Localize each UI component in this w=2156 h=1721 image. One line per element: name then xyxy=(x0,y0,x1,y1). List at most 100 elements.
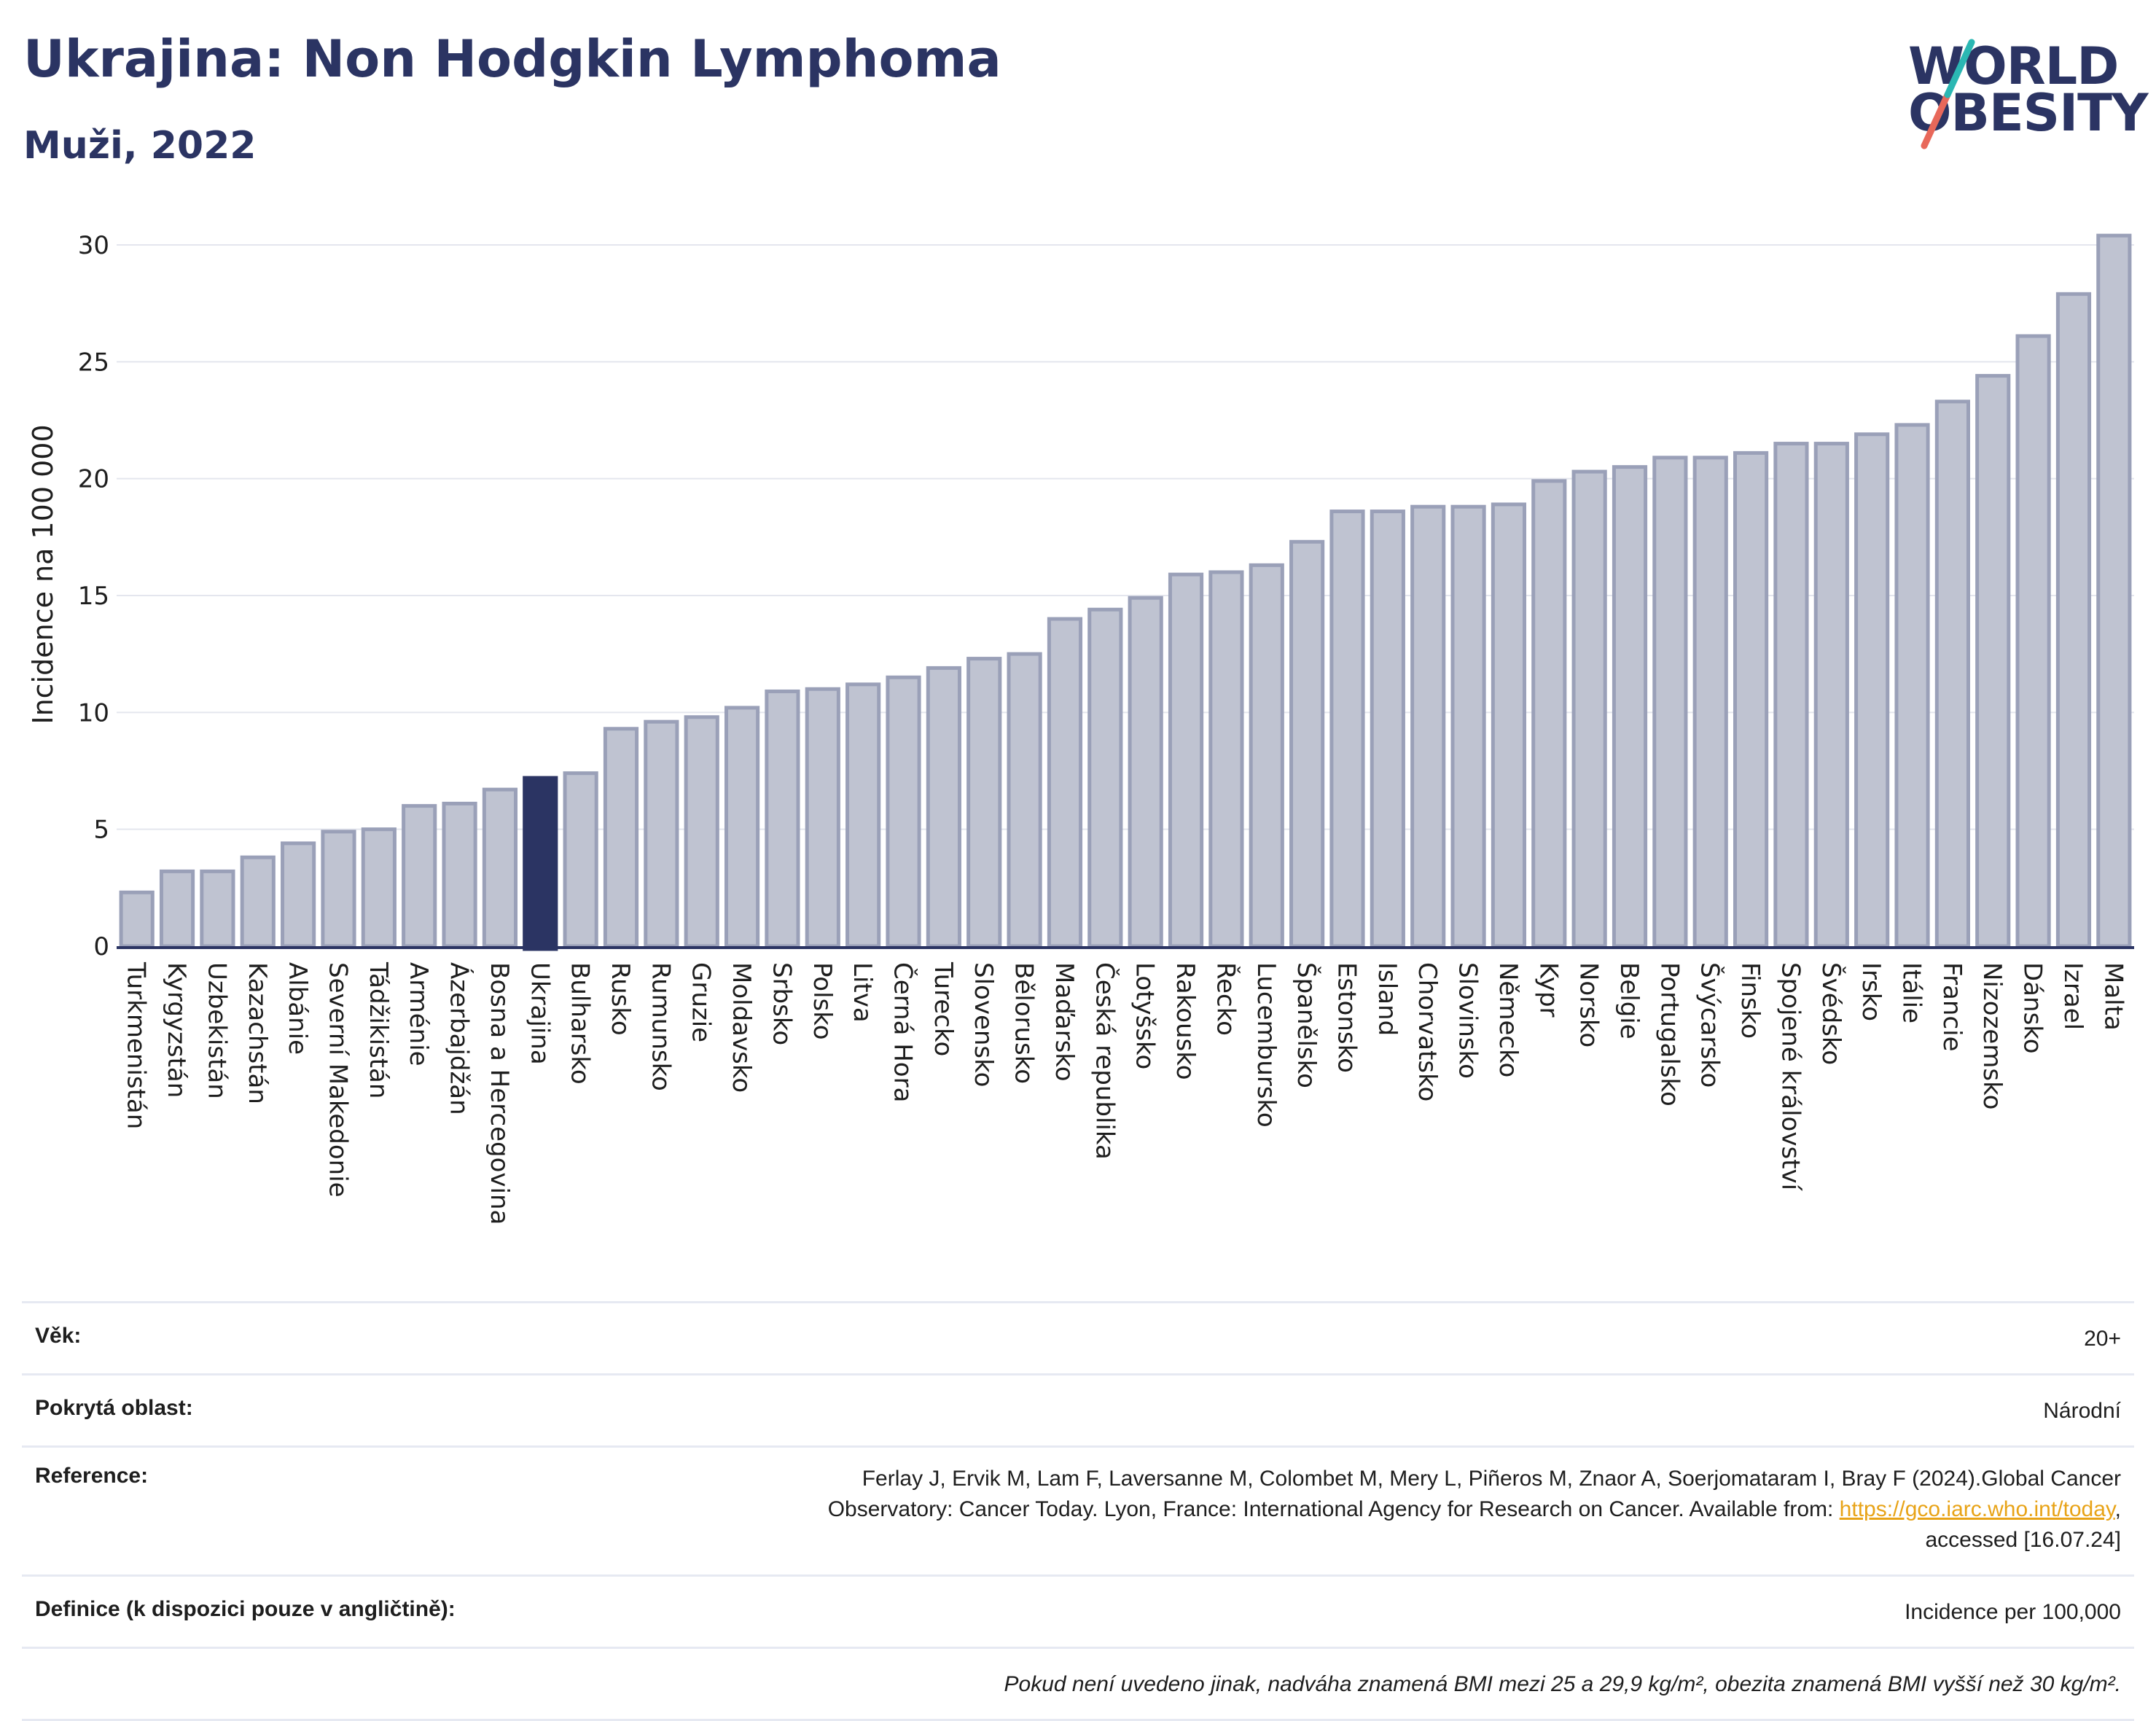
bars xyxy=(119,233,2132,951)
bar[interactable] xyxy=(1329,510,1365,948)
bar[interactable] xyxy=(966,657,1002,948)
reference-text-1: Ferlay J, Ervik M, Lam F, Laversanne M, … xyxy=(862,1467,2121,1491)
x-tick-label: Albánie xyxy=(283,962,312,1055)
bar[interactable] xyxy=(200,869,235,948)
bar[interactable] xyxy=(1087,607,1123,948)
bar[interactable] xyxy=(563,771,598,948)
bar[interactable] xyxy=(1531,479,1567,948)
bar[interactable] xyxy=(1168,572,1204,948)
definition-value: Incidence per 100,000 xyxy=(1905,1600,2121,1624)
bar[interactable] xyxy=(1652,456,1688,948)
bar[interactable] xyxy=(1047,617,1083,948)
x-tick-label: Nizozemsko xyxy=(1977,962,2007,1109)
bar[interactable] xyxy=(1491,502,1527,948)
bar[interactable] xyxy=(1934,399,1970,948)
x-tick-label: Bosna a Hercegovina xyxy=(485,962,514,1225)
bar[interactable] xyxy=(724,706,760,948)
bar[interactable] xyxy=(1208,570,1244,948)
x-tick-label: Uzbekistán xyxy=(202,962,231,1099)
bar[interactable] xyxy=(159,869,195,948)
area-row: Pokrytá oblast: Národní xyxy=(22,1373,2134,1445)
x-tick-label: Lucembursko xyxy=(1251,962,1281,1128)
bar[interactable] xyxy=(1773,442,1809,948)
x-tick-label: Francie xyxy=(1937,962,1966,1052)
note-row: Pokud není uvedeno jinak, nadváha znamen… xyxy=(22,1647,2134,1721)
x-tick-label: Švédsko xyxy=(1816,962,1846,1065)
bar[interactable] xyxy=(482,787,518,948)
bar[interactable] xyxy=(2055,292,2092,948)
bar[interactable] xyxy=(402,804,437,948)
logo-text-line1: WORLD xyxy=(1908,36,2119,96)
logo-slash-icon xyxy=(1921,39,1975,149)
bar[interactable] xyxy=(1975,374,2011,948)
bar[interactable] xyxy=(1733,450,1769,948)
x-tick-label: Irsko xyxy=(1856,962,1886,1021)
bar[interactable] xyxy=(2096,233,2132,948)
bar[interactable] xyxy=(1007,652,1042,948)
bar[interactable] xyxy=(1813,442,1849,948)
x-tick-label: Gruzie xyxy=(687,962,716,1042)
reference-label: Reference: xyxy=(35,1464,149,1488)
x-tick-label: Maďarsko xyxy=(1050,962,1079,1082)
x-tick-label: Kazachstán xyxy=(243,962,272,1104)
x-tick-label: Norsko xyxy=(1574,962,1604,1047)
x-tick-label: Malta xyxy=(2098,962,2128,1031)
x-tick-label: Arménie xyxy=(404,962,433,1066)
bar-chart: 0 5 10 15 20 25 30 Turkmenistán Kyrgyzstán Uzbek… xyxy=(27,231,2134,1225)
x-tick-label: Island xyxy=(1372,962,1402,1036)
bar[interactable] xyxy=(926,666,961,948)
bar[interactable] xyxy=(1249,563,1284,948)
bar[interactable] xyxy=(603,727,639,948)
y-tick-label: 0 xyxy=(93,932,109,961)
bar[interactable] xyxy=(805,687,840,948)
bar[interactable] xyxy=(684,715,719,948)
x-tick-label: Chorvatsko xyxy=(1413,962,1442,1101)
bar[interactable] xyxy=(845,682,881,948)
x-tick-label: Tádžikistán xyxy=(364,961,393,1098)
bar[interactable] xyxy=(240,855,276,948)
chart-subtitle: Muži, 2022 xyxy=(23,124,257,168)
bar[interactable] xyxy=(765,689,800,948)
y-tick-label: 5 xyxy=(93,816,109,845)
y-tick-label: 25 xyxy=(78,348,109,377)
bar[interactable] xyxy=(523,776,558,951)
reference-value: Ferlay J, Ervik M, Lam F, Laversanne M, … xyxy=(828,1464,2121,1556)
reference-link[interactable]: https://gco.iarc.who.int/today xyxy=(1839,1497,2115,1521)
x-tick-label: Rusko xyxy=(606,962,635,1036)
x-tick-label: Itálie xyxy=(1897,962,1926,1023)
x-tick-label: Švýcarsko xyxy=(1695,962,1725,1088)
y-tick-label: 10 xyxy=(78,698,109,727)
bar[interactable] xyxy=(321,830,356,948)
bar[interactable] xyxy=(361,827,397,948)
bar[interactable] xyxy=(886,675,921,948)
y-axis-ticks: 0 5 10 15 20 25 30 xyxy=(78,231,109,961)
bar[interactable] xyxy=(1571,469,1607,948)
x-tick-label: Dánsko xyxy=(2018,962,2047,1054)
x-tick-label: Rumunsko xyxy=(646,962,675,1091)
bar[interactable] xyxy=(1612,465,1648,948)
bar[interactable] xyxy=(1854,432,1890,948)
x-tick-label: Izrael xyxy=(2058,962,2087,1030)
x-tick-label: Rakousko xyxy=(1171,962,1200,1080)
bar[interactable] xyxy=(442,801,477,948)
bar[interactable] xyxy=(1692,456,1728,948)
x-tick-label: Kyrgyzstán xyxy=(162,962,191,1098)
bar[interactable] xyxy=(1370,510,1405,948)
bar[interactable] xyxy=(1289,539,1325,948)
bar[interactable] xyxy=(119,890,155,948)
bar[interactable] xyxy=(1894,423,1930,948)
bar[interactable] xyxy=(1450,504,1486,948)
x-axis-labels: Turkmenistán Kyrgyzstán Uzbekistán Kazachst… xyxy=(122,961,2128,1225)
bar[interactable] xyxy=(1128,596,1163,948)
bar[interactable] xyxy=(1410,504,1446,948)
x-tick-label: Belgie xyxy=(1614,962,1644,1039)
bar[interactable] xyxy=(281,841,316,948)
age-value: 20+ xyxy=(2084,1327,2121,1351)
x-tick-label: Srbsko xyxy=(767,962,796,1045)
x-tick-label: Finsko xyxy=(1735,962,1765,1039)
x-tick-label: Severní Makedonie xyxy=(323,962,352,1198)
x-tick-label: Polsko xyxy=(808,962,837,1040)
bar[interactable] xyxy=(2015,334,2051,948)
bar[interactable] xyxy=(644,719,679,948)
x-tick-label: Ukrajina xyxy=(525,962,554,1065)
